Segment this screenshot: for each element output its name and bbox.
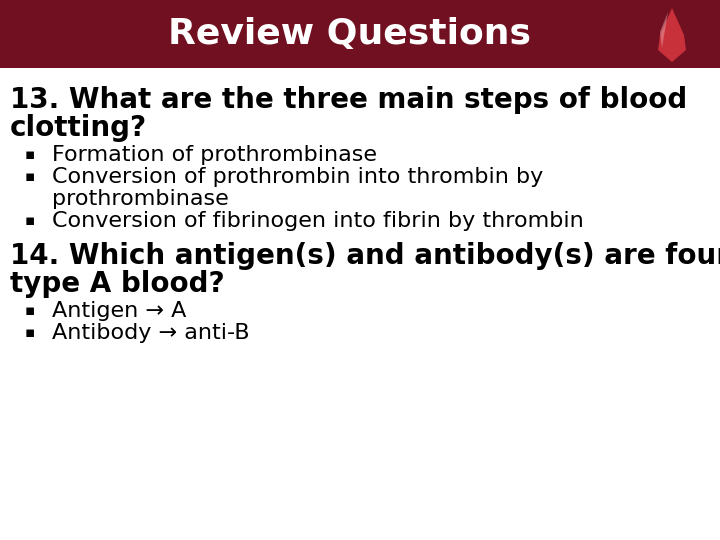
Text: 14. Which antigen(s) and antibody(s) are found in: 14. Which antigen(s) and antibody(s) are…: [10, 242, 720, 270]
Text: prothrombinase: prothrombinase: [52, 188, 229, 208]
Polygon shape: [658, 8, 686, 62]
Text: ▪: ▪: [24, 213, 35, 228]
Text: Formation of prothrombinase: Formation of prothrombinase: [52, 145, 377, 165]
Text: clotting?: clotting?: [10, 114, 147, 142]
Text: ▪: ▪: [24, 169, 35, 184]
Text: Antibody → anti-B: Antibody → anti-B: [52, 323, 250, 343]
Text: Conversion of fibrinogen into fibrin by thrombin: Conversion of fibrinogen into fibrin by …: [52, 211, 584, 231]
Text: Antigen → A: Antigen → A: [52, 301, 186, 321]
Text: 13. What are the three main steps of blood: 13. What are the three main steps of blo…: [10, 86, 688, 114]
Text: type A blood?: type A blood?: [10, 270, 225, 298]
Bar: [0, 0, 720, 68]
Polygon shape: [660, 12, 668, 48]
Text: ▪: ▪: [24, 303, 35, 318]
Text: ▪: ▪: [24, 325, 35, 340]
Text: ▪: ▪: [24, 147, 35, 162]
Text: Conversion of prothrombin into thrombin by: Conversion of prothrombin into thrombin …: [52, 167, 544, 187]
Text: Review Questions: Review Questions: [168, 17, 531, 51]
